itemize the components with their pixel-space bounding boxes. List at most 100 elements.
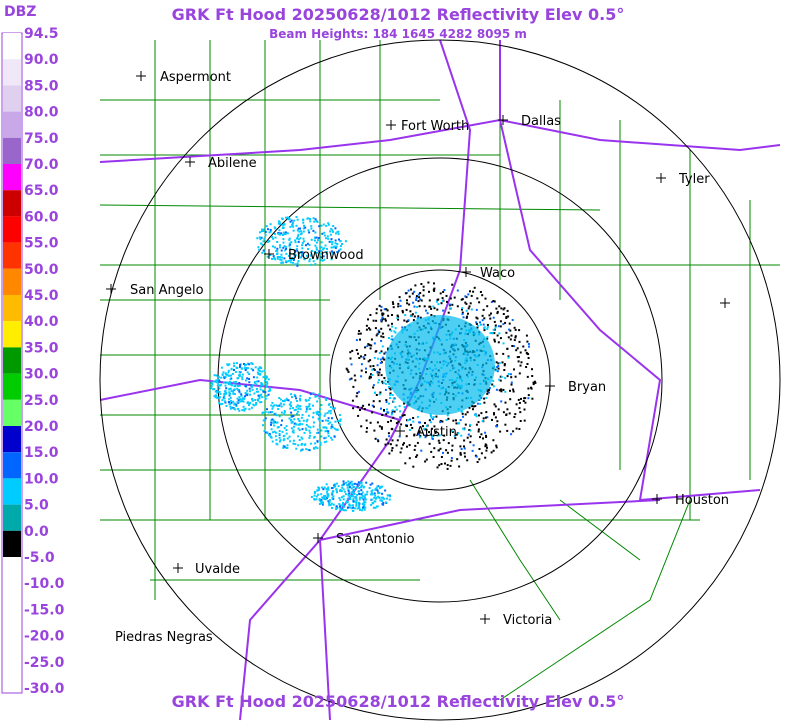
echo-pixel: [358, 330, 361, 332]
echo-pixel: [223, 397, 226, 400]
echo-pixel: [276, 426, 279, 429]
echo-pixel: [238, 382, 241, 384]
echo-pixel: [344, 490, 347, 493]
echo-pixel: [305, 405, 308, 408]
echo-pixel: [369, 493, 372, 496]
echo-pixel: [301, 218, 304, 221]
echo-pixel: [375, 496, 378, 499]
echo-pixel: [317, 488, 320, 491]
echo-pixel: [409, 315, 412, 318]
echo-pixel: [314, 442, 317, 445]
echo-pixel: [292, 229, 295, 232]
echo-pixel: [475, 423, 478, 426]
echo-pixel: [401, 309, 404, 312]
echo-pixel: [382, 502, 385, 504]
echo-pixel: [518, 372, 521, 375]
echo-pixel: [424, 436, 427, 439]
echo-pixel: [246, 402, 249, 405]
echo-pixel: [469, 429, 472, 432]
echo-pixel: [358, 357, 361, 359]
echo-pixel: [252, 403, 255, 406]
echo-pixel: [370, 492, 373, 494]
echo-pixel: [332, 497, 335, 500]
echo-pixel: [227, 374, 230, 377]
echo-pixel: [318, 393, 321, 396]
echo-pixel: [260, 401, 263, 404]
echo-pixel: [306, 406, 309, 408]
echo-pixel: [277, 233, 280, 235]
echo-pixel: [496, 310, 499, 313]
echo-pixel: [278, 404, 281, 407]
echo-pixel: [426, 312, 429, 315]
echo-pixel: [313, 250, 316, 253]
echo-pixel: [251, 399, 254, 402]
echo-pixel: [491, 332, 494, 335]
echo-pixel: [328, 240, 331, 243]
echo-pixel: [267, 411, 270, 414]
colorbar-segment: [3, 609, 21, 636]
echo-pixel: [475, 316, 478, 319]
echo-pixel: [485, 449, 488, 452]
echo-pixel: [256, 237, 259, 240]
echo-pixel: [320, 502, 323, 504]
echo-pixel: [506, 429, 509, 432]
echo-pixel: [494, 416, 497, 419]
echo-pixel: [389, 397, 392, 399]
echo-pixel: [385, 308, 388, 311]
echo-pixel: [462, 316, 465, 319]
echo-pixel: [387, 314, 390, 317]
echo-pixel: [469, 302, 472, 305]
echo-pixel: [327, 237, 330, 240]
echo-pixel: [315, 220, 318, 223]
echo-pixel: [261, 396, 264, 399]
echo-pixel: [344, 493, 347, 496]
echo-pixel: [429, 414, 432, 417]
echo-pixel: [241, 378, 244, 381]
echo-pixel: [333, 245, 336, 248]
echo-pixel: [515, 403, 518, 406]
echo-pixel: [445, 419, 448, 421]
echo-pixel: [293, 418, 296, 421]
echo-pixel: [274, 435, 277, 438]
echo-pixel: [369, 344, 371, 347]
echo-pixel: [392, 400, 395, 403]
echo-pixel: [327, 222, 330, 225]
echo-pixel: [280, 261, 283, 264]
echo-pixel: [266, 408, 268, 411]
echo-pixel: [233, 369, 235, 371]
echo-pixel: [233, 381, 236, 384]
echo-pixel: [369, 314, 372, 316]
echo-pixel: [364, 354, 367, 357]
echo-pixel: [409, 418, 411, 421]
echo-pixel: [490, 451, 493, 454]
echo-pixel: [319, 245, 322, 248]
echo-pixel: [273, 257, 276, 260]
colorbar-segment: [3, 190, 21, 217]
echo-pixel: [244, 379, 247, 382]
city-marker: [480, 614, 490, 624]
echo-pixel: [228, 398, 231, 401]
echo-pixel: [403, 414, 406, 416]
echo-pixel: [283, 438, 286, 441]
echo-pixel: [380, 407, 382, 410]
echo-pixel: [383, 377, 386, 379]
echo-pixel: [327, 417, 330, 420]
echo-pixel: [330, 502, 333, 505]
echo-pixel: [342, 495, 345, 498]
echo-pixel: [332, 490, 335, 492]
echo-pixel: [330, 227, 333, 230]
echo-pixel: [419, 434, 422, 437]
echo-pixel: [471, 449, 474, 452]
echo-pixel: [265, 377, 268, 380]
echo-pixel: [267, 390, 270, 393]
echo-pixel: [389, 392, 392, 395]
echo-pixel: [310, 496, 313, 498]
echo-pixel: [347, 490, 350, 493]
echo-pixel: [330, 246, 333, 249]
echo-pixel: [395, 408, 398, 411]
echo-pixel: [503, 307, 506, 310]
echo-pixel: [368, 375, 371, 378]
echo-pixel: [402, 443, 404, 446]
echo-pixel: [363, 500, 366, 503]
echo-pixel: [502, 352, 505, 355]
